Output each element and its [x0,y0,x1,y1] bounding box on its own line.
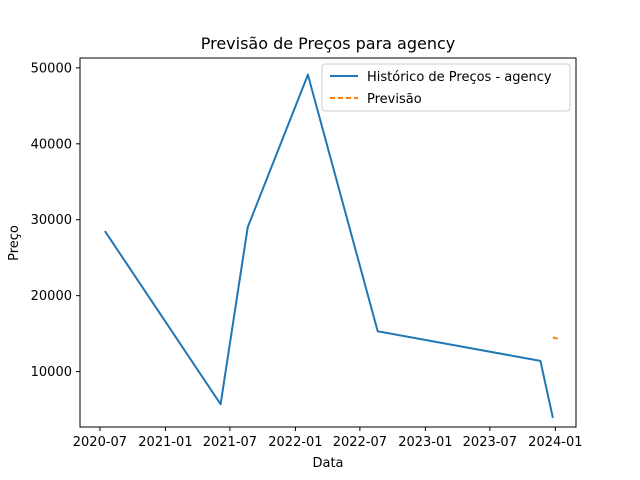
x-tick-label: 2021-01 [138,435,192,450]
x-tick-label: 2020-07 [73,435,127,450]
y-tick-label: 10000 [31,365,72,380]
legend: Histórico de Preços - agency Previsão [321,63,571,112]
y-tick-label: 50000 [31,61,72,76]
legend-label-previsao: Previsão [367,92,422,107]
plot-area [104,73,559,419]
y-tick-label: 20000 [31,289,72,304]
x-tick-label: 2021-07 [203,435,257,450]
x-tick-label: 2022-07 [333,435,387,450]
x-tick-label: 2023-01 [398,435,452,450]
y-axis-label: Preço [7,225,22,261]
legend-label-historico: Histórico de Preços - agency [367,70,552,85]
plot-frame [79,57,577,428]
y-tick-label: 30000 [31,213,72,228]
x-tick-label: 2024-01 [528,435,582,450]
chart-title: Previsão de Preços para agency [201,34,456,53]
y-tick-label: 40000 [31,137,72,152]
x-tick-label: 2022-01 [268,435,322,450]
x-tick-label: 2023-07 [463,435,517,450]
legend-box [321,63,571,112]
x-axis-label: Data [312,456,343,471]
x-axis: 2020-07 2021-01 2021-07 2022-01 2022-07 2023-… [73,427,583,450]
series-line-0 [104,73,554,419]
series-line-1 [552,336,559,340]
y-axis: 10000 20000 30000 40000 50000 [31,61,80,380]
